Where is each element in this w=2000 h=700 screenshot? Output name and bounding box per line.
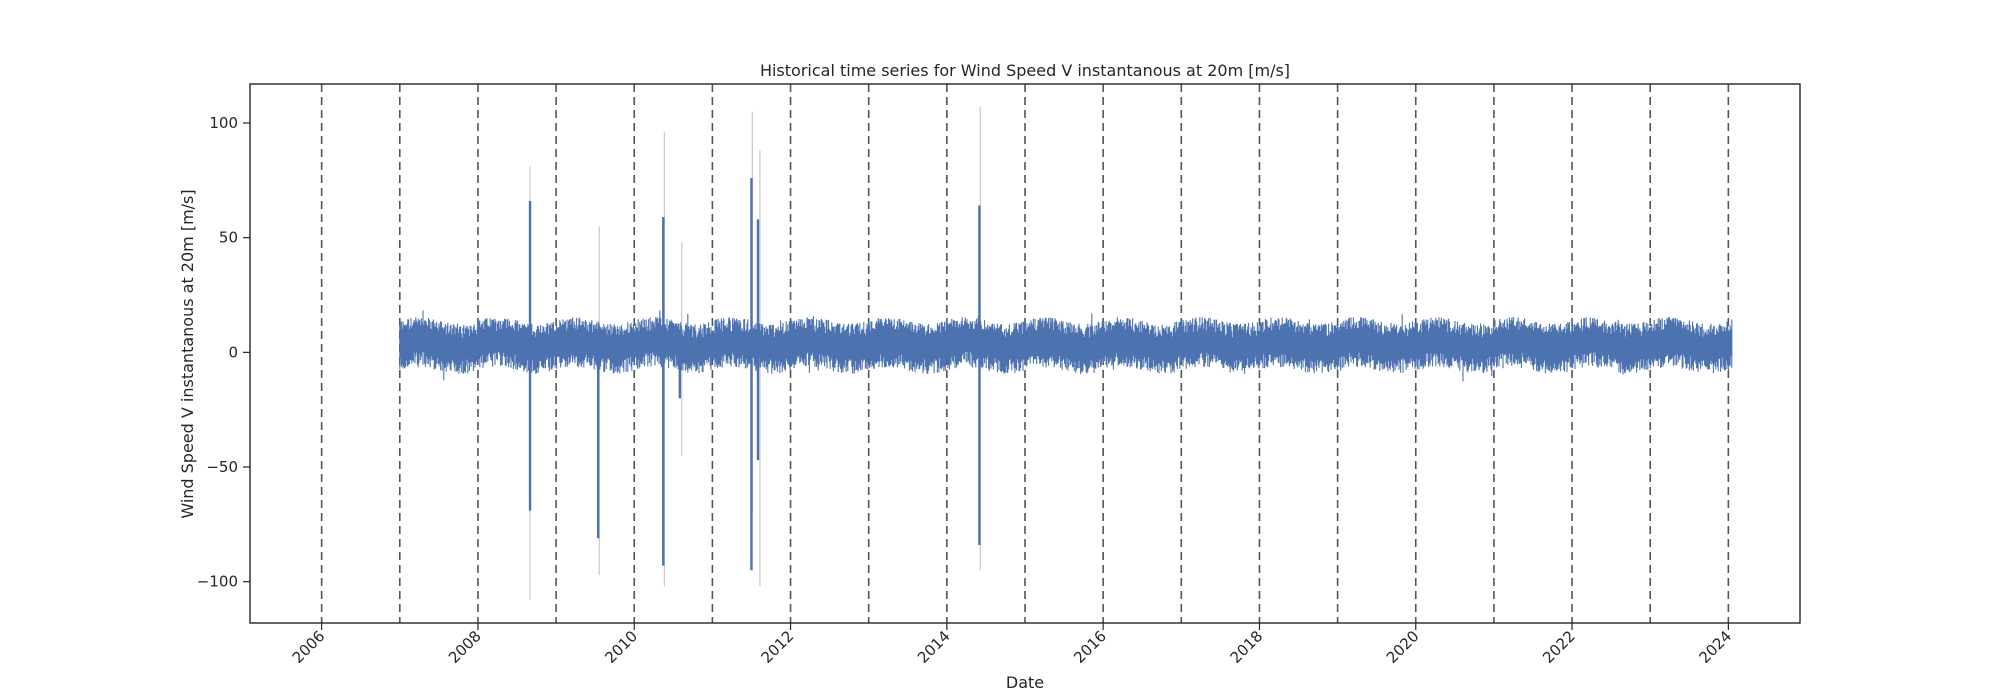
x-tick-label: 2018 <box>1227 627 1267 667</box>
chart-title: Historical time series for Wind Speed V … <box>760 61 1290 80</box>
y-tick-label: 100 <box>209 114 238 132</box>
x-axis-label: Date <box>1006 673 1044 692</box>
x-tick-label: 2014 <box>914 627 954 667</box>
y-axis: 100 50 0 −50 −100 <box>197 114 250 591</box>
x-tick-label: 2006 <box>289 627 329 667</box>
y-tick-label: −50 <box>206 458 238 476</box>
reference-lines <box>320 84 1730 623</box>
y-tick-label: 50 <box>219 229 238 247</box>
plot-frame <box>249 83 1801 624</box>
x-tick-label: 2022 <box>1539 627 1579 667</box>
series-group <box>399 106 1733 601</box>
series-band <box>399 310 1733 382</box>
y-tick-label: 0 <box>228 343 238 361</box>
x-tick-label: 2020 <box>1383 627 1423 667</box>
x-tick-label: 2012 <box>758 627 798 667</box>
x-tick-label: 2016 <box>1070 627 1110 667</box>
x-tick-label: 2008 <box>445 627 485 667</box>
y-tick-label: −100 <box>197 573 238 591</box>
x-tick-label: 2024 <box>1695 627 1735 667</box>
y-axis-label: Wind Speed V instantanous at 20m [m/s] <box>178 189 197 518</box>
x-tick-label: 2010 <box>601 627 641 667</box>
x-axis: 2006 2008 2010 2012 2014 2016 2018 2020 2022 2024 <box>289 623 1735 667</box>
